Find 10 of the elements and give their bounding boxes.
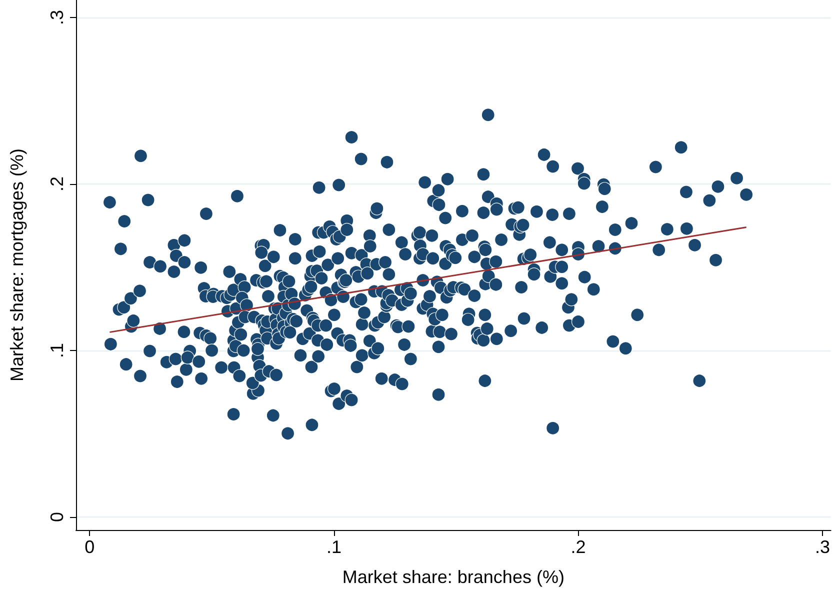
x-tick-label: .3 — [815, 537, 830, 557]
y-tick-label: .3 — [47, 10, 67, 25]
x-tick-label: .2 — [570, 537, 586, 557]
y-axis-title: Market share: mortgages (%) — [7, 148, 27, 382]
y-tick-label: .2 — [47, 176, 67, 192]
x-axis-title: Market share: branches (%) — [342, 567, 564, 587]
x-tick-label: 0 — [84, 537, 95, 557]
y-tick-label: .1 — [47, 342, 67, 358]
y-tick-label: 0 — [47, 512, 67, 522]
x-tick-label: .1 — [326, 537, 342, 557]
